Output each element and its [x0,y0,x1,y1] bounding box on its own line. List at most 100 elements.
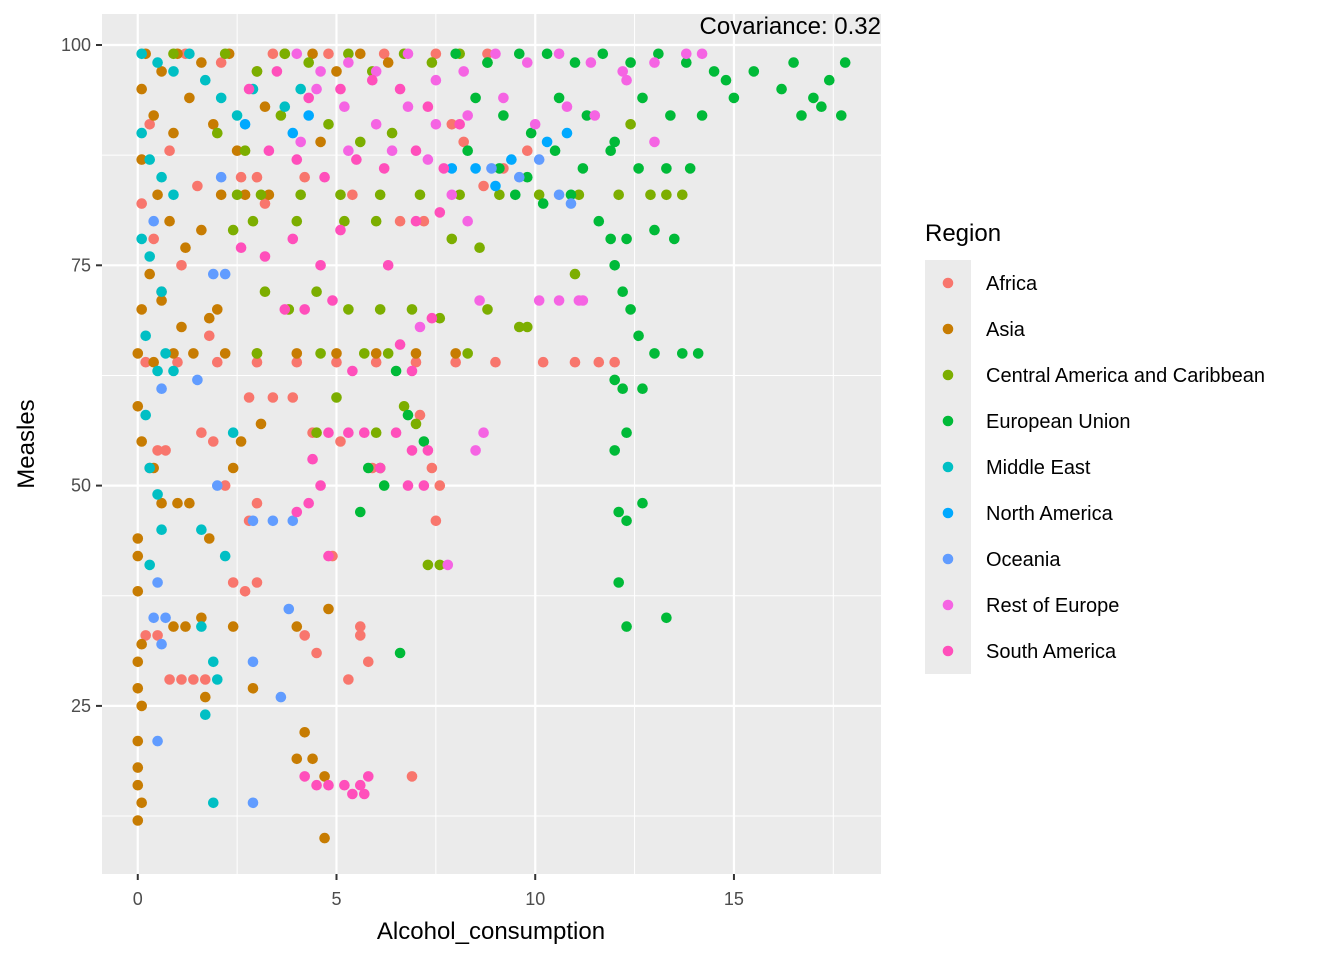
data-point [839,57,851,68]
series-rest-of-europe [291,48,708,571]
y-tick-label: 75 [71,255,91,275]
data-point [605,145,616,156]
data-point [136,83,147,95]
data-point [192,374,203,386]
data-point [136,233,147,245]
data-point [569,268,581,280]
data-point [402,101,414,112]
data-point [522,321,533,333]
data-point [168,348,179,359]
data-point [410,145,422,156]
data-point [172,497,183,509]
data-point [152,630,163,641]
data-point [315,480,326,491]
data-point [438,163,450,174]
data-point [649,136,660,148]
plot-panel [102,14,881,874]
data-point [132,550,144,562]
data-point [239,189,251,201]
data-point [196,612,207,624]
data-point [132,779,144,791]
data-point [291,753,303,765]
data-point [661,612,672,624]
data-point [533,189,545,201]
data-point [239,586,251,597]
series-central-america-and-caribbean [168,48,688,571]
data-point [597,48,609,60]
data-point [442,559,454,571]
data-point [696,48,708,60]
data-point [398,401,410,412]
data-point [132,683,144,694]
data-point [140,356,151,368]
data-point [319,771,330,782]
data-point [291,215,303,227]
data-point [617,286,628,298]
data-point [144,119,155,130]
data-point [168,365,179,377]
data-point [633,163,644,174]
data-point [478,180,489,192]
data-point [315,66,326,77]
data-point [311,647,322,659]
data-point [196,621,207,632]
data-point [776,83,787,95]
data-point [553,189,565,201]
data-point [156,638,167,650]
data-point [458,66,470,77]
data-point [307,48,318,60]
data-point [227,224,239,236]
data-point [152,489,163,500]
data-point [410,356,422,368]
data-point [645,189,656,201]
data-point [565,189,577,201]
data-point [458,136,470,148]
data-point [637,497,648,509]
data-point [514,321,525,333]
data-point [168,66,179,77]
series-africa [136,48,620,782]
data-point [299,727,311,738]
legend-label: Asia [986,319,1026,341]
data-point [426,462,438,474]
legend-key [942,645,954,657]
data-point [168,127,179,139]
legend-label: Africa [986,273,1038,295]
data-point [251,348,263,359]
data-point [359,427,370,439]
series-european-union [355,48,851,659]
data-point [184,92,195,104]
data-point [315,260,326,271]
data-point [299,171,311,183]
data-point [208,119,219,130]
data-point [446,189,458,201]
data-point [386,145,398,156]
data-point [212,480,223,491]
data-point [331,392,342,403]
data-point [315,348,326,359]
data-point [486,163,497,174]
data-point [796,110,807,121]
data-point [164,145,175,156]
data-point [490,180,501,192]
data-point [192,180,203,192]
data-point [637,383,648,395]
data-point [132,815,144,826]
data-point [287,127,299,139]
data-point [370,356,382,368]
data-point [510,189,521,201]
data-point [160,445,171,456]
data-point [410,348,422,359]
data-point [291,621,303,632]
data-point [681,57,692,68]
data-point [613,577,624,588]
data-point [303,497,315,509]
data-point [402,480,414,491]
data-point [148,356,159,368]
data-point [152,735,163,747]
data-point [176,321,187,333]
y-tick-label: 100 [61,35,91,55]
data-point [136,436,147,447]
data-point [378,480,390,491]
data-point [450,48,462,60]
